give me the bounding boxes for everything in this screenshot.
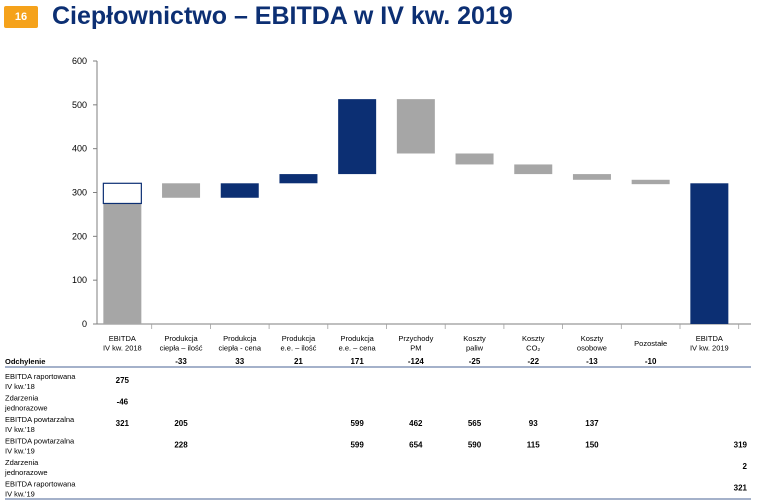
deviation-value: 21 xyxy=(294,357,303,366)
page-title: Ciepłownictwo – EBITDA w IV kw. 2019 xyxy=(52,2,513,30)
row-value: 321 xyxy=(734,484,748,493)
waterfall-bar xyxy=(396,99,435,154)
row-value: 590 xyxy=(468,441,482,450)
category-label: IV kw. 2019 xyxy=(690,344,729,353)
waterfall-bar xyxy=(220,183,259,198)
category-label: Koszty xyxy=(581,334,604,343)
row-label: IV kw.'19 xyxy=(5,447,35,456)
row-value: 137 xyxy=(585,419,599,428)
category-label: Produkcja xyxy=(282,334,316,343)
row-label: Zdarzenia xyxy=(5,394,39,403)
category-label: Koszty xyxy=(463,334,486,343)
category-label: e.e. – cena xyxy=(339,344,377,353)
category-label: ciepła - cena xyxy=(218,344,261,353)
y-tick-label: 400 xyxy=(72,144,87,154)
y-tick-label: 0 xyxy=(82,319,87,329)
row-value: 115 xyxy=(527,441,540,450)
row-value: 228 xyxy=(174,441,188,450)
category-label: osobowe xyxy=(577,344,607,353)
row-label: jednorazowe xyxy=(4,468,48,477)
row-label: EBITDA powtarzalna xyxy=(5,437,75,446)
category-label: Przychody xyxy=(398,334,433,343)
row-value: 205 xyxy=(174,419,188,428)
row-value: 565 xyxy=(468,419,482,428)
waterfall-bar xyxy=(690,183,729,324)
row-value: -46 xyxy=(117,398,129,407)
deviation-value: 33 xyxy=(235,357,244,366)
waterfall-bar xyxy=(631,179,670,185)
category-label: PM xyxy=(410,344,421,353)
page-number-badge: 16 xyxy=(4,6,38,28)
waterfall-bar xyxy=(514,164,553,175)
row-value: 321 xyxy=(116,419,130,428)
category-label: Koszty xyxy=(522,334,545,343)
y-tick-label: 500 xyxy=(72,100,87,110)
row-value: 654 xyxy=(409,441,423,450)
waterfall-bar xyxy=(455,153,494,165)
row-label: IV kw.'19 xyxy=(5,490,35,499)
row-label: IV kw.'18 xyxy=(5,425,35,434)
category-label: Produkcja xyxy=(340,334,374,343)
waterfall-bar xyxy=(572,174,611,180)
deviation-value: -13 xyxy=(586,357,598,366)
category-label: EBITDA xyxy=(696,334,723,343)
waterfall-bar xyxy=(338,99,377,175)
category-label: Produkcja xyxy=(223,334,257,343)
row-label: EBITDA raportowana xyxy=(5,480,76,489)
deviation-value: -33 xyxy=(175,357,187,366)
row-label: IV kw.'18 xyxy=(5,382,35,391)
row-value: 93 xyxy=(529,419,538,428)
deviation-value: -10 xyxy=(645,357,657,366)
y-tick-label: 200 xyxy=(72,231,87,241)
deviation-value: 171 xyxy=(350,357,364,366)
waterfall-bar xyxy=(279,174,318,184)
row-label: EBITDA powtarzalna xyxy=(5,415,75,424)
y-tick-label: 100 xyxy=(72,275,87,285)
waterfall-bar xyxy=(162,183,201,198)
waterfall-bar xyxy=(103,203,142,324)
deviation-value: -25 xyxy=(469,357,481,366)
row-label: EBITDA raportowana xyxy=(5,372,76,381)
category-label: Pozostałe xyxy=(634,339,667,348)
row-value: 319 xyxy=(734,441,748,450)
row-value: 462 xyxy=(409,419,423,428)
category-label: IV kw. 2018 xyxy=(103,344,142,353)
deviation-value: -124 xyxy=(408,357,425,366)
row-label: Zdarzenia xyxy=(5,458,39,467)
category-label: Produkcja xyxy=(164,334,198,343)
y-tick-label: 300 xyxy=(72,188,87,198)
row-value: 2 xyxy=(743,462,748,471)
row-value: 599 xyxy=(350,441,364,450)
y-tick-label: 600 xyxy=(72,56,87,66)
row-value: 599 xyxy=(350,419,364,428)
category-label: ciepła – ilość xyxy=(160,344,203,353)
row-value: 150 xyxy=(585,441,599,450)
category-label: paliw xyxy=(466,344,484,353)
deviation-value: -22 xyxy=(527,357,539,366)
one-off-events-outline xyxy=(102,182,142,205)
deviation-row-label: Odchylenie xyxy=(5,357,45,366)
category-label: EBITDA xyxy=(109,334,136,343)
row-value: 275 xyxy=(116,376,130,385)
category-label: CO₂ xyxy=(526,344,540,353)
category-label: e.e. – ilość xyxy=(281,344,317,353)
row-label: jednorazowe xyxy=(4,404,48,413)
